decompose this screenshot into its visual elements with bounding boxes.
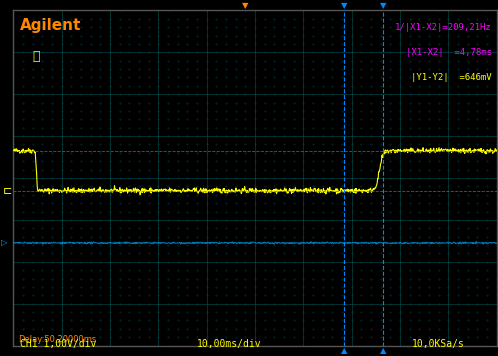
Text: 10,00ms/div: 10,00ms/div: [197, 339, 261, 349]
Text: Delay:50,20000ms: Delay:50,20000ms: [18, 335, 97, 344]
Text: ▷: ▷: [1, 239, 8, 247]
Text: ▼: ▼: [380, 1, 386, 10]
Text: Agilent: Agilent: [20, 18, 81, 33]
Text: ▲: ▲: [380, 346, 386, 355]
Text: CH1 1,00V/div: CH1 1,00V/div: [20, 339, 96, 349]
Text: 1/|X1-X2|=209,21Hz: 1/|X1-X2|=209,21Hz: [395, 23, 492, 32]
Text: |X1-X2|  =4,78ms: |X1-X2| =4,78ms: [406, 48, 492, 57]
Text: |Y1-Y2|  =646mV: |Y1-Y2| =646mV: [411, 73, 492, 82]
Text: ▲: ▲: [341, 346, 348, 355]
Text: 10,0KSa/s: 10,0KSa/s: [412, 339, 465, 349]
Text: ▼: ▼: [242, 1, 249, 10]
Text: ⎍: ⎍: [32, 50, 40, 63]
Text: ▼: ▼: [341, 1, 348, 10]
Text: ⊏: ⊏: [2, 185, 12, 195]
